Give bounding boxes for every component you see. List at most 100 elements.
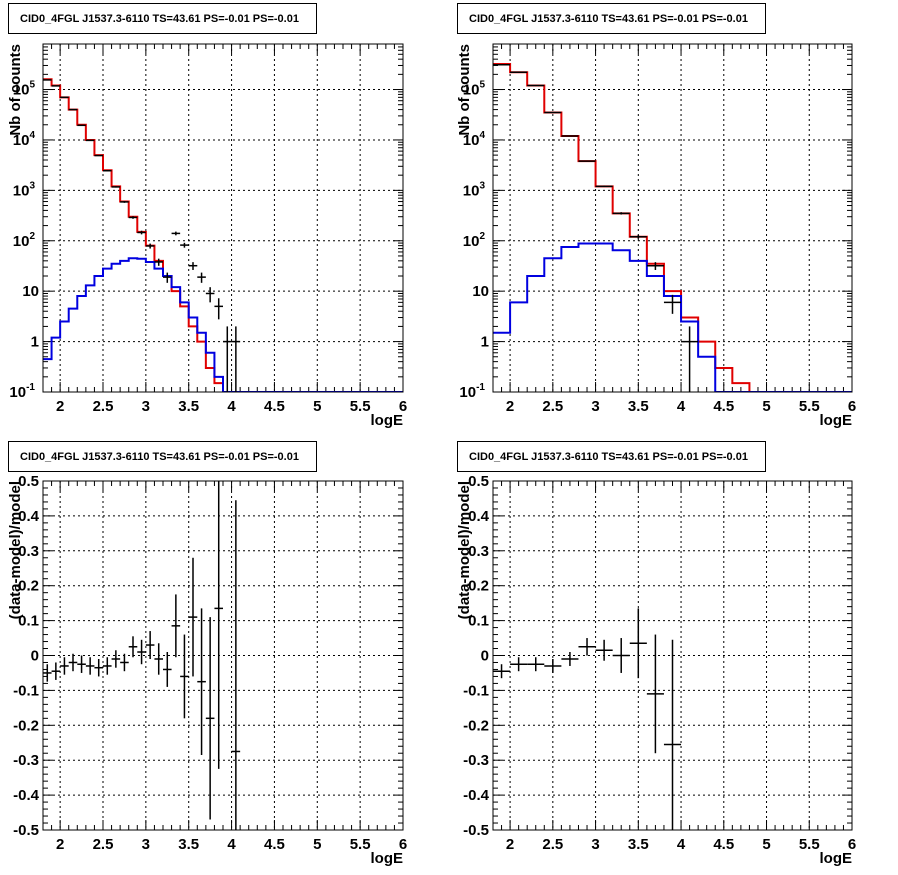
residual-point (111, 650, 121, 668)
x-tick-label: 6 (848, 836, 856, 853)
histogram-model_source (493, 242, 852, 392)
y-tick-label: 0.2 (18, 578, 39, 595)
data-point (188, 262, 198, 270)
residual-point (527, 657, 545, 672)
x-tick-label: 4.5 (713, 836, 734, 853)
x-tick-label: 3 (591, 398, 599, 415)
residual-point (43, 664, 52, 682)
x-axis-label: logE (820, 850, 853, 867)
y-tick-label: -0.3 (13, 752, 39, 769)
y-tick-label: -0.5 (463, 822, 489, 839)
y-tick-label: 1 (31, 334, 39, 351)
x-tick-label: 5 (313, 836, 321, 853)
panel-title: CID0_4FGL J1537.3-6110 TS=43.61 PS=-0.01… (20, 451, 299, 463)
data-point (180, 242, 189, 248)
x-tick-label: 4 (227, 836, 236, 853)
data-point (223, 326, 232, 392)
grid (493, 44, 852, 392)
data-point (137, 230, 146, 235)
y-tick-label: 102 (463, 231, 486, 250)
residual-point (629, 608, 647, 679)
y-tick-label: -0.3 (463, 752, 489, 769)
residual-point (205, 617, 215, 820)
plot-area (493, 63, 852, 392)
title-box-frame (457, 3, 766, 34)
plot-frame (492, 480, 853, 831)
x-tick-label: 3 (142, 398, 150, 415)
data-point (94, 154, 103, 157)
title-box-frame (457, 441, 766, 472)
residual-point (120, 653, 129, 672)
x-tick-label: 5 (762, 398, 770, 415)
x-tick-label: 5 (762, 836, 770, 853)
residual-point (180, 634, 189, 719)
data-point (171, 231, 181, 236)
y-tick-label: 0 (481, 648, 489, 665)
residual-point (646, 634, 664, 754)
y-tick-label: -0.5 (13, 822, 39, 839)
y-tick-label: 0.2 (468, 578, 489, 595)
y-tick-label: -0.2 (13, 717, 39, 734)
x-tick-label: 3 (142, 836, 150, 853)
residual-point (231, 500, 241, 830)
residual-point (493, 664, 511, 679)
residual-point (51, 662, 61, 680)
y-tick-label: 0.5 (18, 473, 39, 490)
data-point (663, 294, 682, 314)
data-point (103, 169, 112, 172)
x-tick-label: 2.5 (542, 398, 563, 415)
x-tick-label: 5.5 (350, 836, 371, 853)
residual-point (171, 594, 181, 658)
x-tick-label: 2.5 (542, 836, 563, 853)
residual-point (188, 557, 198, 677)
data-point (197, 272, 206, 283)
residual-point (60, 657, 69, 675)
data-point (120, 201, 129, 203)
data-point (681, 326, 699, 392)
y-tick-label: 0.4 (468, 508, 490, 525)
panel-title-box: CID0_4FGL J1537.3-6110 TS=43.61 PS=-0.01… (8, 3, 317, 34)
residual-point (214, 481, 223, 769)
panel-title: CID0_4FGL J1537.3-6110 TS=43.61 PS=-0.01… (469, 451, 748, 463)
data-point (128, 216, 138, 219)
axes: 2 2.5 3 3.5 4 4.5 5 5.5 6 -0.5 -0.4 -0.3 -0.2 -0.1 0 0.… (456, 473, 856, 867)
residual-point (663, 639, 682, 830)
plot-frame (42, 480, 404, 831)
y-tick-label: 0.5 (468, 473, 489, 490)
y-tick-label: -0.2 (463, 717, 489, 734)
grid (493, 481, 852, 830)
residual-point (544, 658, 562, 673)
x-tick-label: 2 (506, 836, 514, 853)
data-point (205, 287, 215, 303)
x-tick-label: 3.5 (628, 398, 649, 415)
x-tick-label: 2.5 (93, 398, 114, 415)
x-tick-label: 5.5 (799, 836, 820, 853)
y-tick-label: 103 (463, 180, 486, 199)
data-point (612, 212, 630, 215)
data-point (111, 186, 121, 188)
x-tick-label: 6 (848, 398, 856, 415)
residual-point (561, 652, 579, 666)
residual-point (578, 638, 596, 656)
chart-panel-residuals-coarse: CID0_4FGL J1537.3-6110 TS=43.61 PS=-0.01… (456, 441, 856, 867)
data-point (214, 298, 223, 320)
residual-point (77, 655, 86, 673)
x-tick-label: 2 (506, 398, 514, 415)
histogram-model_total (43, 78, 403, 392)
chart-panel-counts-fine: CID0_4FGL J1537.3-6110 TS=43.61 PS=-0.01… (7, 3, 407, 429)
x-axis-label: logE (371, 850, 404, 867)
x-tick-label: 3 (591, 836, 599, 853)
chart-panel-residuals-fine: CID0_4FGL J1537.3-6110 TS=43.61 PS=-0.01… (7, 441, 407, 867)
x-tick-label: 4 (677, 398, 686, 415)
data-point (231, 326, 241, 392)
y-axis-label: Nb of counts (7, 44, 24, 136)
data-point (629, 234, 647, 239)
data-point (595, 185, 613, 188)
x-tick-label: 3.5 (178, 836, 199, 853)
panel-title: CID0_4FGL J1537.3-6110 TS=43.61 PS=-0.01… (20, 13, 299, 25)
residual-point (595, 639, 613, 661)
y-tick-label: 10 (472, 283, 489, 300)
x-tick-label: 5.5 (350, 398, 371, 415)
y-tick-label: 104 (463, 130, 486, 149)
